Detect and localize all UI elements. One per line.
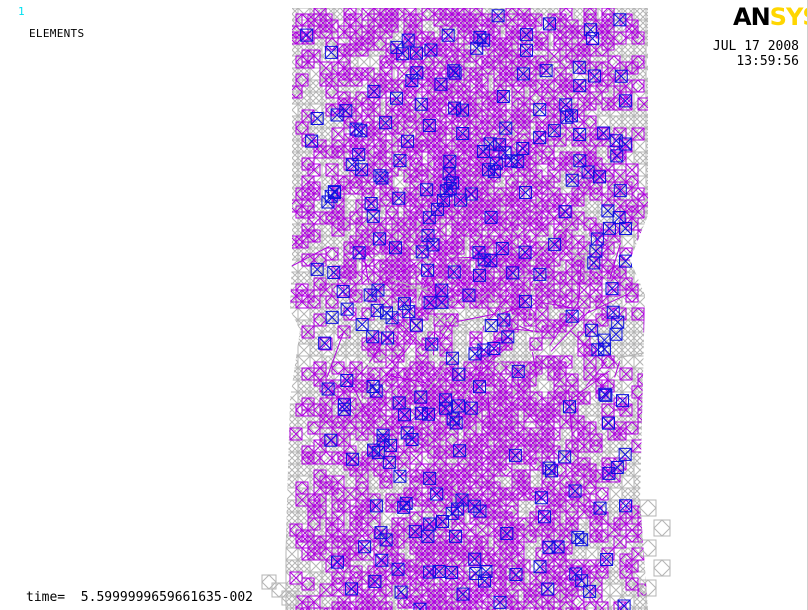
logo-text-accent: SYS <box>769 3 807 31</box>
plot-time: 13:59:56 <box>736 54 799 69</box>
time-label: time= <box>26 590 66 605</box>
damaged-mesh-layer <box>289 8 648 610</box>
plot-date: JUL 17 2008 <box>712 39 799 54</box>
logo-text-dark: AN <box>733 3 771 31</box>
eroded-elements-layer <box>261 499 671 606</box>
window-number: 1 <box>18 5 25 18</box>
ansys-logo: ANSYS <box>733 3 807 31</box>
failed-mesh-layer <box>300 9 633 610</box>
time-value: 5.5999999659661635-002 <box>80 590 253 605</box>
plot-title: ELEMENTS <box>29 27 85 40</box>
time-readout: time= 5.5999999659661635-002 <box>26 590 253 606</box>
